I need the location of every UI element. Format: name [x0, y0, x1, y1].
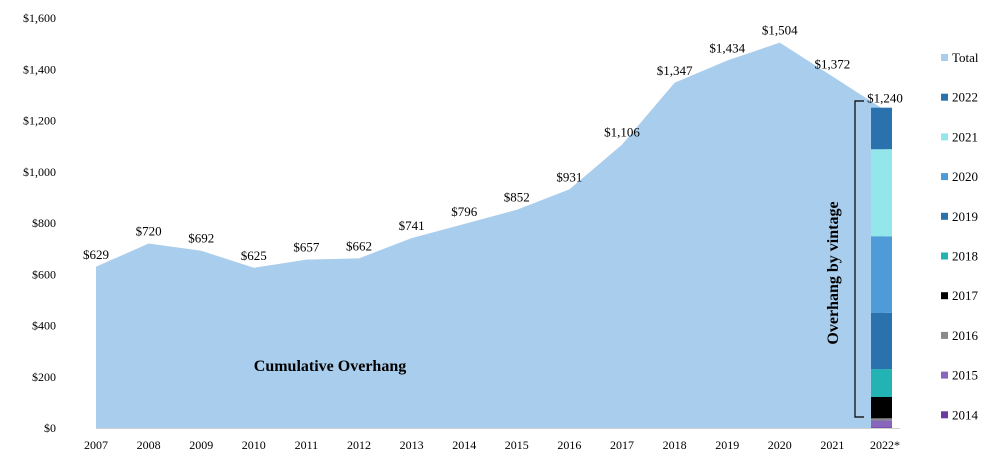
- y-tick-label: $1,000: [23, 165, 56, 179]
- x-axis: 2007 2008 2009 2010 2011 2012 2013 2014 2015 2016…: [84, 428, 900, 452]
- legend-label-2014: 2014: [952, 407, 979, 422]
- bar-segment-2017: [871, 397, 892, 419]
- legend-swatch-2018: [941, 252, 948, 260]
- x-tick-label: 2018: [663, 438, 687, 452]
- legend-swatch-2020: [941, 173, 948, 181]
- legend-swatch-2021: [941, 133, 948, 141]
- data-label: $1,434: [709, 41, 745, 56]
- data-label: $1,347: [657, 63, 693, 78]
- x-tick-label: 2022*: [870, 438, 900, 452]
- x-tick-label: 2007: [84, 438, 108, 452]
- data-label: $720: [136, 224, 162, 239]
- stacked-bar-2022: [871, 107, 892, 428]
- bar-segment-2018: [871, 369, 892, 397]
- legend-label-2016: 2016: [952, 328, 979, 343]
- data-label: $625: [241, 248, 267, 263]
- data-label: $657: [293, 240, 320, 255]
- legend-swatch-2022: [941, 93, 948, 101]
- legend-label-2017: 2017: [952, 288, 979, 303]
- legend-label-2019: 2019: [952, 209, 978, 224]
- legend-swatch-2016: [941, 331, 948, 339]
- y-tick-label: $600: [32, 267, 56, 281]
- x-tick-label: 2008: [137, 438, 161, 452]
- legend-swatch-2019: [941, 212, 948, 220]
- x-tick-label: 2016: [557, 438, 581, 452]
- legend-label-2015: 2015: [952, 368, 978, 383]
- y-tick-label: $1,600: [23, 11, 56, 25]
- legend-label-2018: 2018: [952, 249, 978, 264]
- data-label: $796: [451, 204, 478, 219]
- x-tick-label: 2011: [295, 438, 319, 452]
- legend-label-Total: Total: [952, 50, 979, 65]
- data-label: $1,240: [867, 90, 903, 105]
- area-layer: [96, 42, 885, 428]
- bar-segment-2022: [871, 107, 892, 150]
- cumulative-overhang-label: Cumulative Overhang: [254, 358, 406, 375]
- bar-segment-2020: [871, 236, 892, 313]
- x-tick-label: 2012: [347, 438, 371, 452]
- data-label: $852: [504, 190, 530, 205]
- data-label: $629: [83, 247, 109, 262]
- x-tick-label: 2014: [452, 438, 476, 452]
- x-tick-label: 2015: [505, 438, 529, 452]
- data-label: $931: [556, 169, 582, 184]
- y-tick-label: $400: [32, 319, 56, 333]
- legend-swatch-2015: [941, 371, 948, 379]
- legend-label-2022: 2022: [952, 90, 978, 105]
- legend: Total 2022 2021 2020 2019 2018 2017 2016 2015 201…: [941, 50, 979, 422]
- legend-swatch-Total: [941, 54, 948, 61]
- data-label: $1,504: [762, 23, 798, 38]
- data-labels: $629 $720 $692 $625 $657 $662 $741 $796 $852 $931…: [83, 23, 903, 263]
- data-label: $1,372: [815, 56, 851, 71]
- y-axis: $0 $200 $400 $600 $800 $1,000 $1,200 $1,400 $1,6…: [23, 11, 56, 435]
- bar-segment-2014: [871, 427, 892, 428]
- legend-swatch-2014: [941, 411, 948, 419]
- y-tick-label: $0: [44, 421, 56, 435]
- data-label: $662: [346, 238, 372, 253]
- y-tick-label: $200: [32, 370, 56, 384]
- data-label: $692: [188, 231, 214, 246]
- y-tick-label: $1,400: [23, 62, 56, 76]
- bar-segment-2016: [871, 418, 892, 421]
- legend-swatch-2017: [941, 292, 948, 300]
- y-tick-label: $800: [32, 216, 56, 230]
- x-tick-label: 2020: [768, 438, 792, 452]
- x-tick-label: 2019: [715, 438, 739, 452]
- x-tick-label: 2017: [610, 438, 634, 452]
- x-tick-label: 2009: [189, 438, 213, 452]
- vintage-bracket: [854, 100, 864, 418]
- legend-label-2021: 2021: [952, 129, 978, 144]
- bar-segment-2019: [871, 312, 892, 370]
- x-tick-label: 2021: [820, 438, 844, 452]
- bar-segment-2021: [871, 149, 892, 237]
- legend-label-2020: 2020: [952, 169, 978, 184]
- total-area: [96, 42, 885, 428]
- overhang-by-vintage-label: Overhang by vintage: [825, 201, 842, 344]
- data-label: $741: [399, 218, 425, 233]
- bar-segment-2015: [871, 420, 892, 428]
- x-tick-label: 2013: [400, 438, 424, 452]
- data-label: $1,106: [604, 125, 640, 140]
- y-tick-label: $1,200: [23, 114, 56, 128]
- x-tick-label: 2010: [242, 438, 266, 452]
